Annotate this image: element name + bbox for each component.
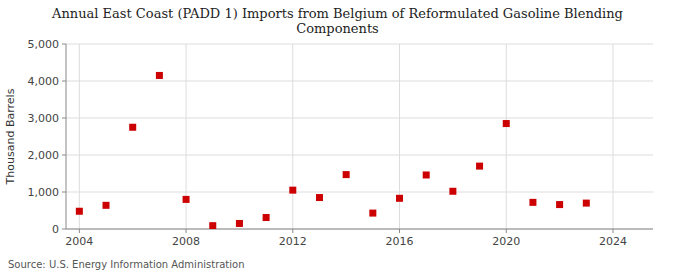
x-tick-label: 2024: [599, 235, 627, 248]
x-tick-label: 2020: [492, 235, 520, 248]
y-tick-label: 0: [52, 223, 59, 236]
x-tick-label: 2012: [279, 235, 307, 248]
title-line: Annual East Coast (PADD 1) Imports from …: [51, 6, 623, 21]
y-tick-label: 2,000: [28, 149, 60, 162]
point: [316, 194, 323, 201]
y-tick: [62, 81, 66, 82]
point: [343, 171, 350, 178]
y-tick: [62, 229, 66, 230]
x-tick-label: 2008: [172, 235, 200, 248]
y-axis-line: [66, 44, 67, 229]
x-grid-line: [612, 44, 613, 229]
y-grid-line: [66, 44, 653, 45]
point: [583, 200, 590, 207]
y-tick: [62, 155, 66, 156]
x-grid-line: [292, 44, 293, 229]
y-tick: [62, 44, 66, 45]
y-grid-line: [66, 118, 653, 119]
y-tick: [62, 192, 66, 193]
title-line: Components: [296, 21, 379, 36]
grid: [66, 44, 653, 229]
point: [369, 210, 376, 217]
axes: 0 1,000 2,000 3,000 4,000 5,000 2004 2008 2012 20…: [28, 38, 654, 248]
point: [209, 222, 216, 229]
y-tick-label: 4,000: [28, 75, 60, 88]
y-tick-label: 1,000: [28, 186, 60, 199]
point: [183, 196, 190, 203]
point: [156, 72, 163, 79]
point: [476, 163, 483, 170]
x-grid-line: [506, 44, 507, 229]
chart: Annual East Coast (PADD 1) Imports from …: [0, 0, 675, 275]
x-tick-label: 2016: [386, 235, 414, 248]
y-tick-label: 3,000: [28, 112, 60, 125]
point: [236, 220, 243, 227]
points: [76, 72, 590, 229]
y-axis-label: Thousand Barrels: [4, 88, 17, 185]
y-tick-label: 5,000: [28, 38, 60, 51]
x-grid-line: [79, 44, 80, 229]
point: [76, 208, 83, 215]
point: [129, 124, 136, 131]
x-tick: [506, 229, 507, 233]
point: [423, 171, 430, 178]
point: [289, 187, 296, 194]
y-grid-line: [66, 155, 653, 156]
y-grid-line: [66, 229, 653, 230]
point: [103, 202, 110, 209]
x-tick: [292, 229, 293, 233]
point: [556, 201, 563, 208]
x-tick-label: 2004: [65, 235, 93, 248]
point: [529, 199, 536, 206]
x-tick: [612, 229, 613, 233]
x-axis-line: [66, 229, 653, 230]
point: [396, 195, 403, 202]
title: Annual East Coast (PADD 1) Imports from …: [51, 6, 623, 36]
x-tick: [186, 229, 187, 233]
y-grid-line: [66, 192, 653, 193]
y-grid-line: [66, 81, 653, 82]
y-tick: [62, 118, 66, 119]
point: [449, 188, 456, 195]
x-tick: [79, 229, 80, 233]
source: Source: U.S. Energy Information Administ…: [8, 259, 245, 270]
point: [263, 214, 270, 221]
x-tick: [399, 229, 400, 233]
point: [503, 120, 510, 127]
